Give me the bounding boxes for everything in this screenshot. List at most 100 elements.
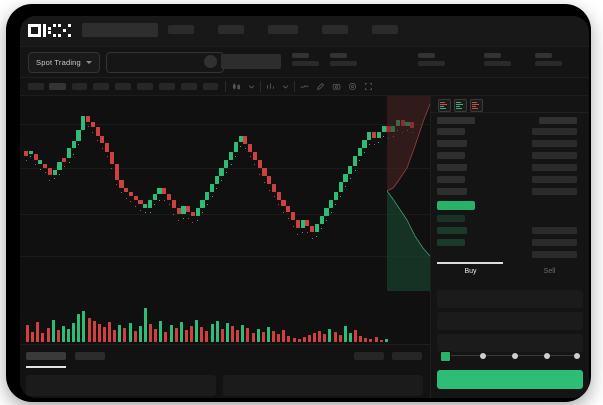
ask-row-size[interactable]: [532, 140, 577, 147]
candle: [352, 96, 358, 291]
pair-name-label: [221, 54, 281, 69]
candle: [147, 96, 153, 291]
orderbook-both-icon[interactable]: [438, 99, 451, 112]
slider-step-25[interactable]: [480, 352, 486, 359]
slider-step-50[interactable]: [512, 352, 518, 359]
chevron-down-icon[interactable]: [247, 82, 256, 91]
submit-order-button[interactable]: [437, 370, 583, 389]
line-tool-icon[interactable]: [300, 82, 309, 91]
candle: [305, 96, 310, 291]
chart-toolbar: [20, 78, 589, 96]
volume-bar: [113, 330, 117, 342]
volume-bar: [149, 324, 153, 342]
volume-bar: [369, 339, 373, 342]
candle: [214, 96, 219, 291]
candle: [367, 96, 372, 291]
volume-bar: [282, 330, 286, 342]
chevron-down-icon: [85, 61, 92, 64]
price-field[interactable]: [437, 290, 583, 308]
bid-row-price[interactable]: [437, 227, 467, 234]
volume-bar: [210, 324, 214, 342]
ask-row-price[interactable]: [437, 152, 465, 159]
ask-row-price[interactable]: [437, 176, 465, 183]
candle: [295, 96, 300, 291]
toolbar-divider: [260, 81, 261, 92]
bottom-action-1[interactable]: [354, 352, 384, 360]
market-selector-bar: Spot Trading: [20, 47, 589, 78]
tab-order-history[interactable]: [75, 352, 105, 360]
volume-bar: [26, 325, 29, 342]
global-search-input[interactable]: [82, 23, 158, 37]
ask-row-size[interactable]: [532, 152, 577, 159]
timeframe-button-8[interactable]: [181, 83, 197, 90]
volume-bar: [87, 318, 91, 342]
ask-row-price[interactable]: [437, 140, 467, 147]
chevron-down-icon[interactable]: [281, 82, 290, 91]
nav-item-2[interactable]: [218, 25, 244, 34]
volume-bar: [333, 332, 337, 342]
volume-bar: [128, 323, 132, 342]
candle: [143, 96, 148, 291]
volume-bar: [184, 330, 188, 342]
fullscreen-icon[interactable]: [364, 82, 373, 91]
ask-row-price[interactable]: [437, 128, 465, 135]
slider-step-100[interactable]: [574, 352, 580, 359]
ask-row-price[interactable]: [437, 164, 467, 171]
amount-field[interactable]: [437, 312, 583, 330]
market-stat-2: [330, 53, 357, 66]
bottom-action-2[interactable]: [392, 352, 422, 360]
orderbook-buy-icon[interactable]: [454, 99, 467, 112]
timeframe-button-5[interactable]: [115, 83, 131, 90]
order-book-and-form-panel: Buy Sell: [431, 96, 589, 398]
bid-row-price[interactable]: [437, 215, 465, 222]
ask-row-size[interactable]: [532, 176, 577, 183]
tab-open-orders[interactable]: [26, 352, 66, 360]
nav-item-1[interactable]: [168, 25, 194, 34]
volume-bar: [200, 327, 204, 342]
timeframe-button-1[interactable]: [28, 83, 44, 90]
candlestick-icon[interactable]: [232, 82, 241, 91]
bid-row-size[interactable]: [532, 251, 577, 258]
timeframe-button-2[interactable]: [49, 83, 66, 90]
ask-row-price[interactable]: [437, 188, 467, 195]
okx-logo[interactable]: [28, 24, 71, 37]
timeframe-button-3[interactable]: [72, 83, 87, 90]
volume-histogram: [20, 292, 430, 342]
tab-buy[interactable]: Buy: [464, 268, 477, 275]
slider-step-75[interactable]: [544, 352, 550, 359]
timeframe-button-9[interactable]: [203, 83, 218, 90]
ask-row-size[interactable]: [532, 128, 577, 135]
tab-sell[interactable]: Sell: [543, 268, 556, 275]
trading-mode-dropdown[interactable]: Spot Trading: [28, 52, 100, 73]
timeframe-button-4[interactable]: [93, 83, 109, 90]
volume-bar: [338, 335, 342, 342]
candle: [362, 96, 367, 291]
nav-item-3[interactable]: [268, 25, 298, 34]
orderbook-sell-icon[interactable]: [470, 99, 483, 112]
total-field[interactable]: [437, 334, 583, 352]
indicator-icon[interactable]: [266, 82, 275, 91]
volume-bar: [174, 328, 178, 342]
bid-row-price[interactable]: [437, 239, 465, 246]
volume-bar: [236, 330, 240, 342]
amount-percent-slider[interactable]: [440, 351, 580, 362]
pencil-icon[interactable]: [316, 82, 325, 91]
bid-row-size[interactable]: [532, 227, 577, 234]
nav-item-5[interactable]: [372, 25, 398, 34]
candle: [114, 96, 119, 291]
camera-icon[interactable]: [332, 82, 341, 91]
market-stat-label: [418, 53, 435, 58]
candle: [167, 96, 172, 291]
candle: [376, 96, 381, 291]
ask-row-size[interactable]: [532, 164, 577, 171]
bid-row-size[interactable]: [532, 239, 577, 246]
slider-handle[interactable]: [440, 351, 451, 362]
price-chart-panel[interactable]: [20, 96, 431, 398]
timeframe-button-6[interactable]: [137, 83, 153, 90]
ask-row-size[interactable]: [532, 188, 577, 195]
settings-icon[interactable]: [348, 82, 357, 91]
timeframe-button-7[interactable]: [159, 83, 175, 90]
nav-item-4[interactable]: [322, 25, 348, 34]
orderbook-rows[interactable]: [431, 113, 589, 263]
volume-bar: [215, 321, 219, 342]
